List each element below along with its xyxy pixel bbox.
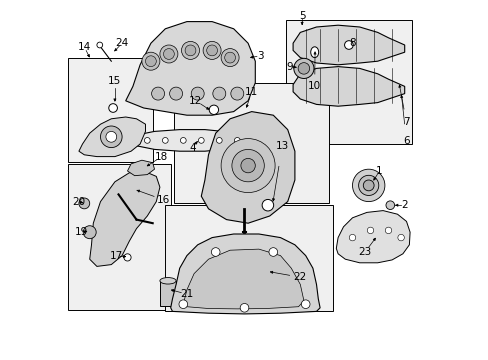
Text: 23: 23 <box>358 247 371 257</box>
Polygon shape <box>201 112 294 223</box>
Text: 14: 14 <box>78 42 91 52</box>
Bar <box>68 58 152 162</box>
Circle shape <box>221 49 239 67</box>
Circle shape <box>241 158 255 173</box>
Polygon shape <box>336 211 409 263</box>
Text: 21: 21 <box>180 289 193 299</box>
Polygon shape <box>170 234 320 314</box>
Text: 15: 15 <box>108 76 122 86</box>
Circle shape <box>366 227 373 234</box>
Circle shape <box>163 49 174 59</box>
Circle shape <box>212 87 225 100</box>
Circle shape <box>203 41 221 59</box>
Text: 5: 5 <box>298 11 305 21</box>
Circle shape <box>231 149 264 182</box>
Circle shape <box>79 198 89 209</box>
Text: 1: 1 <box>375 166 382 176</box>
Text: 8: 8 <box>348 38 355 48</box>
Circle shape <box>108 104 117 112</box>
Circle shape <box>144 138 150 143</box>
Text: 2: 2 <box>401 200 407 210</box>
Circle shape <box>363 180 373 191</box>
Ellipse shape <box>310 47 318 58</box>
Circle shape <box>191 87 204 100</box>
Circle shape <box>211 248 220 256</box>
Circle shape <box>358 175 378 195</box>
Circle shape <box>262 199 273 211</box>
Circle shape <box>97 42 102 48</box>
Circle shape <box>344 41 352 49</box>
Text: 24: 24 <box>115 38 128 48</box>
Text: 13: 13 <box>275 141 288 151</box>
Circle shape <box>397 234 404 241</box>
Text: 7: 7 <box>403 117 409 127</box>
Text: 18: 18 <box>155 152 168 162</box>
Circle shape <box>169 87 182 100</box>
Circle shape <box>145 56 156 67</box>
Bar <box>160 281 176 306</box>
Text: 12: 12 <box>189 96 202 106</box>
Circle shape <box>301 300 309 309</box>
Polygon shape <box>89 171 160 266</box>
Circle shape <box>348 234 355 241</box>
Circle shape <box>106 131 117 142</box>
Circle shape <box>221 139 275 193</box>
Circle shape <box>224 52 235 63</box>
Circle shape <box>101 126 122 148</box>
Circle shape <box>180 138 186 143</box>
Bar <box>165 205 332 311</box>
Text: 10: 10 <box>307 81 321 91</box>
Circle shape <box>216 138 222 143</box>
Polygon shape <box>183 249 303 309</box>
Circle shape <box>83 226 96 239</box>
Bar <box>68 164 170 310</box>
Circle shape <box>198 138 204 143</box>
Text: 20: 20 <box>72 197 85 207</box>
Polygon shape <box>79 117 145 157</box>
Circle shape <box>142 52 160 70</box>
Text: 4: 4 <box>188 143 195 153</box>
Polygon shape <box>292 67 404 106</box>
Circle shape <box>234 138 240 143</box>
Circle shape <box>123 254 131 261</box>
Circle shape <box>206 45 217 56</box>
Ellipse shape <box>160 278 176 284</box>
Circle shape <box>185 45 196 56</box>
Circle shape <box>352 169 384 202</box>
Circle shape <box>151 87 164 100</box>
Circle shape <box>385 201 394 210</box>
Text: 11: 11 <box>244 87 258 97</box>
Circle shape <box>209 105 218 114</box>
Circle shape <box>181 41 199 59</box>
Polygon shape <box>125 22 255 115</box>
Circle shape <box>179 300 187 309</box>
Bar <box>174 83 328 203</box>
Text: 6: 6 <box>403 136 409 146</box>
Circle shape <box>160 45 178 63</box>
Polygon shape <box>292 25 404 65</box>
Text: 3: 3 <box>257 51 264 61</box>
Text: 19: 19 <box>75 227 88 237</box>
Circle shape <box>268 248 277 256</box>
Text: 16: 16 <box>157 195 170 205</box>
Text: 17: 17 <box>110 251 123 261</box>
Circle shape <box>162 138 168 143</box>
Circle shape <box>293 58 313 78</box>
Polygon shape <box>129 130 244 151</box>
Circle shape <box>298 63 309 74</box>
Text: 9: 9 <box>285 62 292 72</box>
Bar <box>285 20 411 144</box>
Polygon shape <box>127 160 154 176</box>
Circle shape <box>385 227 391 234</box>
Circle shape <box>230 87 244 100</box>
Circle shape <box>240 303 248 312</box>
Text: 22: 22 <box>293 272 306 282</box>
